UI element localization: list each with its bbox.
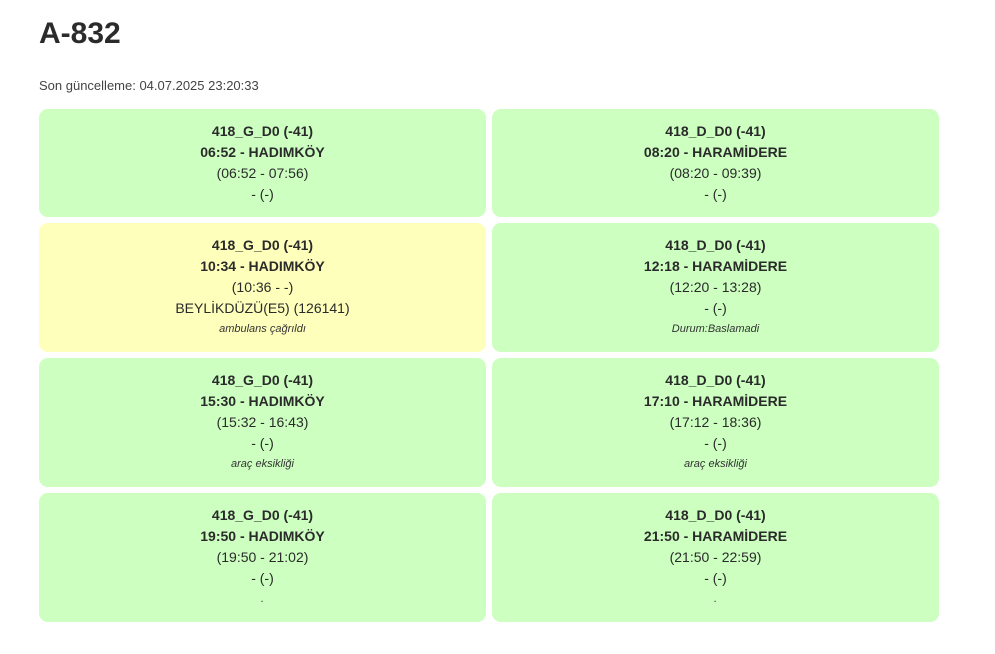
trip-card: 418_D_D0 (-41) 08:20 - HARAMİDERE (08:20… xyxy=(492,109,939,217)
trip-grid: 418_G_D0 (-41) 06:52 - HADIMKÖY (06:52 -… xyxy=(39,109,939,622)
trip-route: 19:50 - HADIMKÖY xyxy=(200,528,325,544)
trip-card: 418_G_D0 (-41) 10:34 - HADIMKÖY (10:36 -… xyxy=(39,223,486,352)
trip-route: 12:18 - HARAMİDERE xyxy=(643,258,788,274)
trip-vehicle: BEYLİKDÜZÜ(E5) (126141) xyxy=(175,300,350,316)
trip-time-window: (17:12 - 18:36) xyxy=(669,414,762,430)
trip-route: 08:20 - HARAMİDERE xyxy=(643,144,788,160)
trip-code: 418_G_D0 (-41) xyxy=(211,237,314,253)
trip-note: Durum:Baslamadi xyxy=(671,323,760,335)
trip-code: 418_G_D0 (-41) xyxy=(211,507,314,523)
trip-vehicle: - (-) xyxy=(704,435,727,451)
trip-vehicle: - (-) xyxy=(251,570,274,586)
trip-card: 418_G_D0 (-41) 15:30 - HADIMKÖY (15:32 -… xyxy=(39,358,486,487)
trip-route: 10:34 - HADIMKÖY xyxy=(200,258,325,274)
trip-code: 418_G_D0 (-41) xyxy=(211,123,314,139)
trip-time-window: (10:36 - -) xyxy=(231,279,294,295)
trip-route: 06:52 - HADIMKÖY xyxy=(200,144,325,160)
trip-time-window: (08:20 - 09:39) xyxy=(669,165,762,181)
trip-route: 15:30 - HADIMKÖY xyxy=(200,393,325,409)
trip-code: 418_G_D0 (-41) xyxy=(211,372,314,388)
trip-vehicle: - (-) xyxy=(251,435,274,451)
trip-code: 418_D_D0 (-41) xyxy=(665,372,766,388)
trip-note: . xyxy=(713,593,718,605)
trip-code: 418_D_D0 (-41) xyxy=(665,237,766,253)
trip-route: 21:50 - HARAMİDERE xyxy=(643,528,788,544)
last-updated: Son güncelleme: 04.07.2025 23:20:33 xyxy=(39,78,259,93)
trip-card: 418_D_D0 (-41) 17:10 - HARAMİDERE (17:12… xyxy=(492,358,939,487)
trip-note: ambulans çağrıldı xyxy=(219,323,306,335)
trip-time-window: (21:50 - 22:59) xyxy=(669,549,762,565)
trip-vehicle: - (-) xyxy=(704,570,727,586)
trip-card: 418_G_D0 (-41) 06:52 - HADIMKÖY (06:52 -… xyxy=(39,109,486,217)
trip-time-window: (19:50 - 21:02) xyxy=(216,549,309,565)
page-title: A-832 xyxy=(39,17,121,50)
trip-vehicle: - (-) xyxy=(704,300,727,316)
trip-card: 418_D_D0 (-41) 21:50 - HARAMİDERE (21:50… xyxy=(492,493,939,622)
trip-note: . xyxy=(260,593,265,605)
trip-note: araç eksikliği xyxy=(231,458,294,470)
trip-vehicle: - (-) xyxy=(704,186,727,202)
trip-vehicle: - (-) xyxy=(251,186,274,202)
trip-code: 418_D_D0 (-41) xyxy=(665,507,766,523)
trip-time-window: (12:20 - 13:28) xyxy=(669,279,762,295)
trip-note: araç eksikliği xyxy=(684,458,747,470)
trip-card: 418_G_D0 (-41) 19:50 - HADIMKÖY (19:50 -… xyxy=(39,493,486,622)
page: A-832 Son güncelleme: 04.07.2025 23:20:3… xyxy=(39,0,939,622)
trip-time-window: (06:52 - 07:56) xyxy=(216,165,309,181)
trip-route: 17:10 - HARAMİDERE xyxy=(643,393,788,409)
trip-time-window: (15:32 - 16:43) xyxy=(216,414,309,430)
trip-code: 418_D_D0 (-41) xyxy=(665,123,766,139)
trip-card: 418_D_D0 (-41) 12:18 - HARAMİDERE (12:20… xyxy=(492,223,939,352)
